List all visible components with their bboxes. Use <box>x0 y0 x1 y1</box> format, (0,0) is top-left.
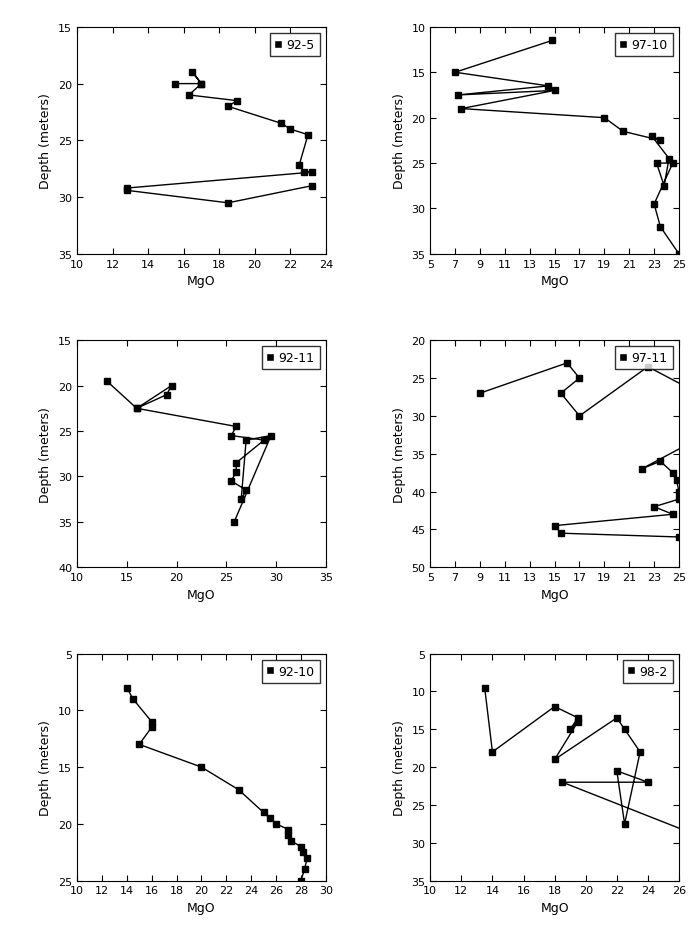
Y-axis label: Depth (meters): Depth (meters) <box>393 406 406 502</box>
Legend: 97-10: 97-10 <box>615 34 673 57</box>
Legend: 97-11: 97-11 <box>615 347 673 370</box>
X-axis label: MgO: MgO <box>187 901 216 914</box>
X-axis label: MgO: MgO <box>187 275 216 288</box>
Y-axis label: Depth (meters): Depth (meters) <box>39 406 52 502</box>
X-axis label: MgO: MgO <box>540 275 569 288</box>
X-axis label: MgO: MgO <box>187 588 216 601</box>
Y-axis label: Depth (meters): Depth (meters) <box>393 94 406 189</box>
Legend: 98-2: 98-2 <box>623 660 673 683</box>
X-axis label: MgO: MgO <box>540 901 569 914</box>
Y-axis label: Depth (meters): Depth (meters) <box>393 719 406 815</box>
Y-axis label: Depth (meters): Depth (meters) <box>39 94 52 189</box>
Legend: 92-10: 92-10 <box>262 660 319 683</box>
Legend: 92-11: 92-11 <box>262 347 319 370</box>
Y-axis label: Depth (meters): Depth (meters) <box>39 719 52 815</box>
X-axis label: MgO: MgO <box>540 588 569 601</box>
Legend: 92-5: 92-5 <box>270 34 319 57</box>
